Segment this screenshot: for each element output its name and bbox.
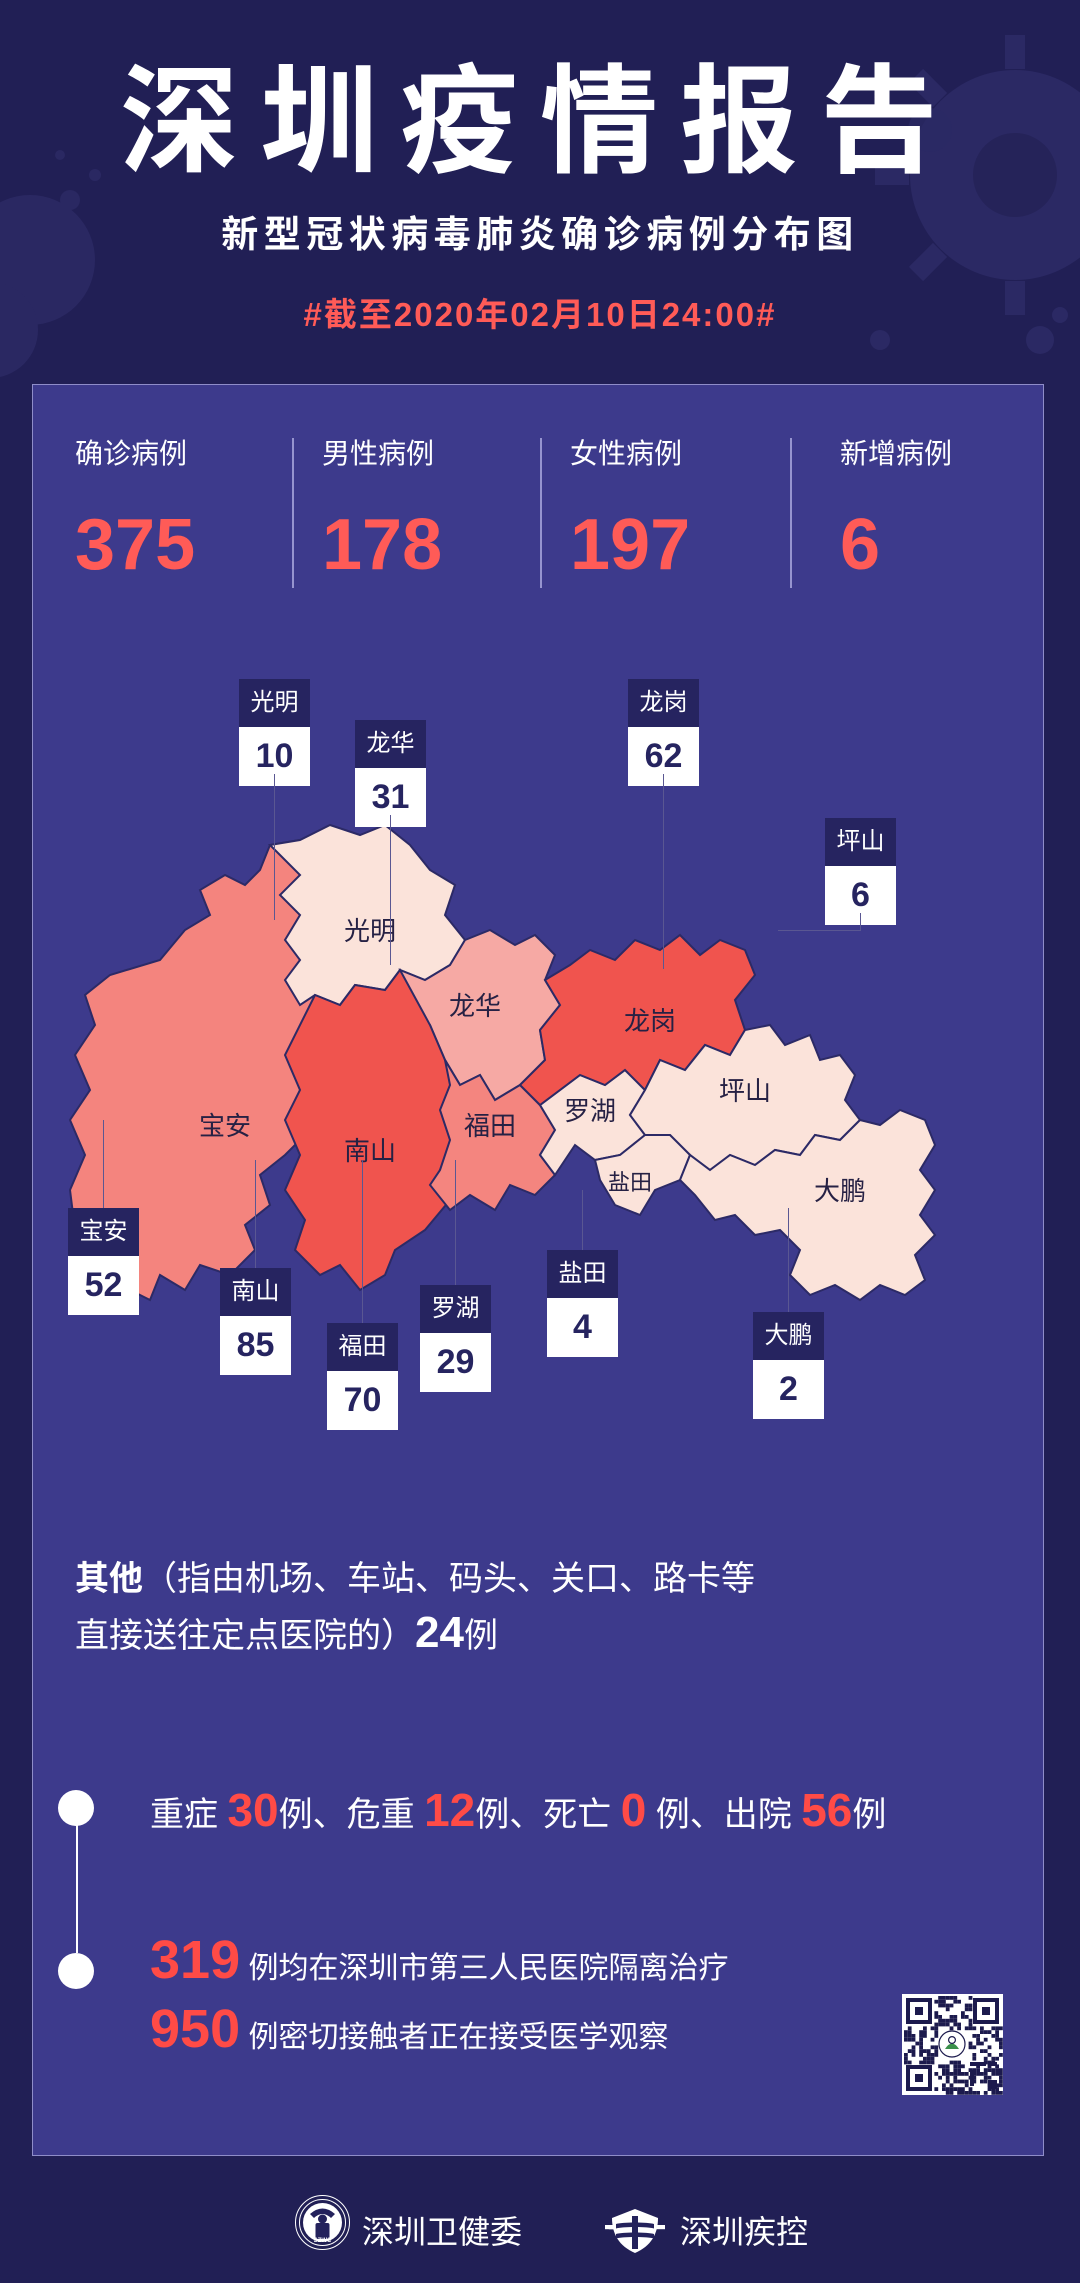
svg-text:光明: 光明 [344, 916, 396, 946]
svg-text:龙华: 龙华 [449, 991, 501, 1021]
svg-text:南山: 南山 [344, 1136, 396, 1166]
svg-text:坪山: 坪山 [719, 1076, 771, 1106]
svg-text:盐田: 盐田 [608, 1170, 652, 1195]
svg-text:大鹏: 大鹏 [814, 1176, 866, 1206]
svg-text:SZWC: SZWC [314, 2238, 332, 2244]
svg-text:福田: 福田 [464, 1111, 516, 1141]
svg-text:罗湖: 罗湖 [564, 1096, 616, 1126]
svg-text:龙岗: 龙岗 [624, 1006, 676, 1036]
svg-text:宝安: 宝安 [199, 1111, 251, 1141]
